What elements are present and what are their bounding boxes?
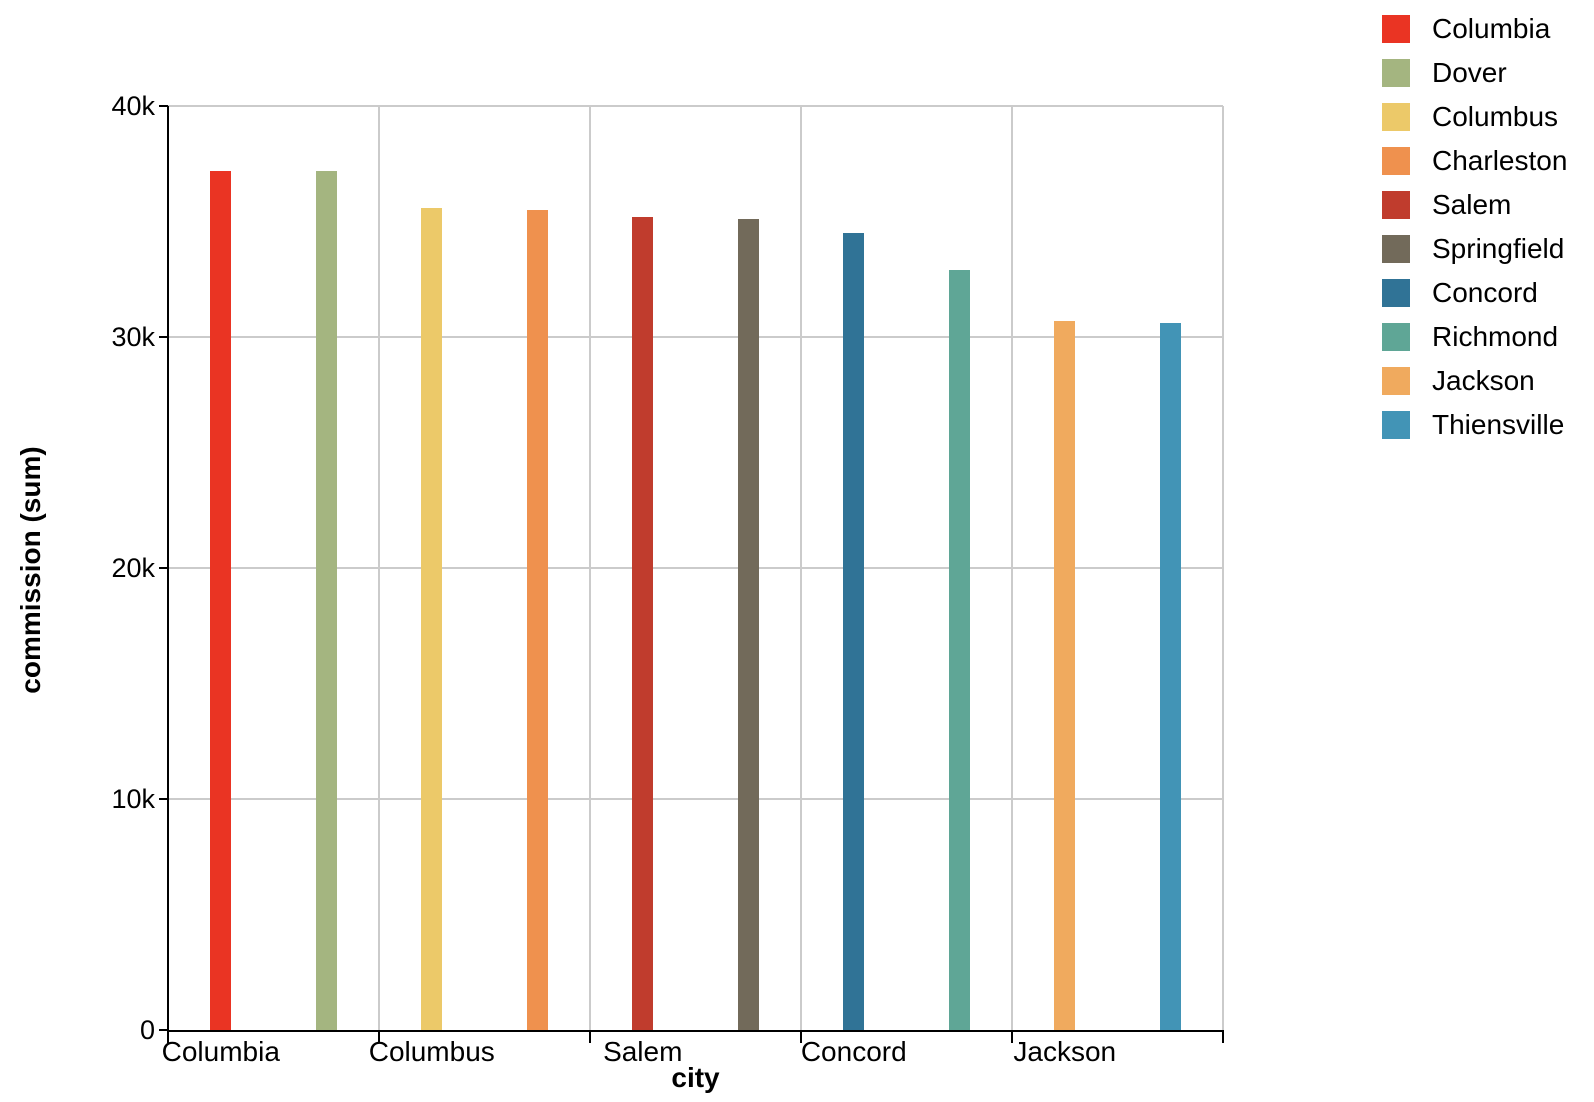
legend-swatch-charleston <box>1382 147 1410 175</box>
h-gridline-30k <box>168 336 1223 338</box>
x-tick-2 <box>589 1030 591 1043</box>
legend-label-columbia: Columbia <box>1432 13 1551 44</box>
bar-salem[interactable] <box>632 216 654 1030</box>
bar-jackson[interactable] <box>1054 320 1076 1030</box>
y-axis-line <box>167 106 169 1032</box>
plot-area <box>168 105 1224 1030</box>
y-axis-title: commission (sum) <box>15 446 46 694</box>
h-gridline-10k <box>168 798 1223 800</box>
x-axis-line <box>167 1030 1224 1032</box>
bar-concord[interactable] <box>843 233 865 1030</box>
h-gridline-20k <box>168 567 1223 569</box>
legend-swatch-jackson <box>1382 367 1410 395</box>
legend-label-columbus: Columbus <box>1432 101 1559 132</box>
y-tick-10k <box>159 798 168 800</box>
x-axis-title: city <box>671 1062 720 1093</box>
plot-right-border <box>1222 106 1224 1030</box>
y-tick-0 <box>159 1029 168 1031</box>
legend-label-thiensville: Thiensville <box>1432 409 1565 440</box>
x-tick-3 <box>800 1030 802 1043</box>
legend-swatch-thiensville <box>1382 411 1410 439</box>
legend-swatch-richmond <box>1382 323 1410 351</box>
y-tick-20k <box>159 567 168 569</box>
legend-label-springfield: Springfield <box>1432 233 1565 264</box>
x-tick-label-concord: Concord <box>800 1036 907 1067</box>
x-tick-0 <box>167 1030 169 1043</box>
y-tick-label-10k: 10k <box>111 784 155 814</box>
legend-swatch-concord <box>1382 279 1410 307</box>
x-tick-5 <box>1222 1030 1224 1043</box>
x-tick-label-columbia: Columbia <box>161 1036 280 1067</box>
bar-dover[interactable] <box>315 170 337 1030</box>
h-gridline-40k <box>168 105 1223 107</box>
x-tick-label-jackson: Jackson <box>1013 1036 1117 1067</box>
bar-richmond[interactable] <box>948 270 970 1030</box>
legend-swatch-dover <box>1382 59 1410 87</box>
x-tick-4 <box>1011 1030 1013 1043</box>
v-gridline-1 <box>378 106 380 1030</box>
legend-label-jackson: Jackson <box>1432 365 1535 396</box>
x-tick-1 <box>378 1030 380 1043</box>
x-tick-label-columbus: Columbus <box>368 1036 495 1067</box>
v-gridline-3 <box>800 106 802 1030</box>
legend-swatch-columbia <box>1382 15 1410 43</box>
legend-label-richmond: Richmond <box>1432 321 1559 352</box>
y-tick-label-20k: 20k <box>111 553 155 583</box>
bar-columbia[interactable] <box>210 170 232 1030</box>
v-gridline-4 <box>1011 106 1013 1030</box>
legend-swatch-columbus <box>1382 103 1410 131</box>
legend-swatch-springfield <box>1382 235 1410 263</box>
y-tick-label-0: 0 <box>139 1015 155 1045</box>
bar-springfield[interactable] <box>737 219 759 1030</box>
y-tick-label-30k: 30k <box>111 322 155 352</box>
bar-thiensville[interactable] <box>1159 323 1181 1030</box>
bar-charleston[interactable] <box>526 209 548 1030</box>
y-tick-30k <box>159 336 168 338</box>
legend-label-concord: Concord <box>1432 277 1538 308</box>
y-tick-40k <box>159 105 168 107</box>
legend-label-charleston: Charleston <box>1432 145 1568 176</box>
v-gridline-2 <box>589 106 591 1030</box>
legend-swatch-salem <box>1382 191 1410 219</box>
y-tick-label-40k: 40k <box>111 91 155 121</box>
legend-label-dover: Dover <box>1432 57 1507 88</box>
bar-columbus[interactable] <box>421 207 443 1030</box>
legend-label-salem: Salem <box>1432 189 1512 220</box>
x-tick-label-salem: Salem <box>603 1036 683 1067</box>
